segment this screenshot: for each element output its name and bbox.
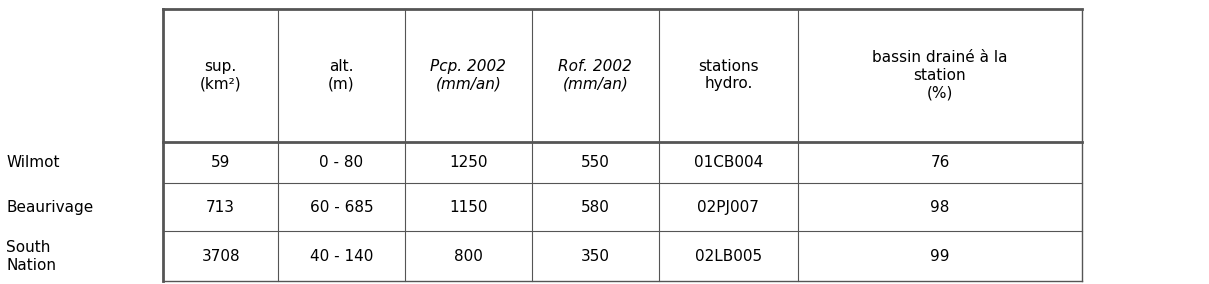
Text: South
Nation: South Nation [6, 240, 56, 273]
Text: 59: 59 [210, 155, 231, 170]
Text: bassin drainé à la
station
(%): bassin drainé à la station (%) [872, 50, 1008, 100]
Text: alt.
(m): alt. (m) [328, 59, 355, 91]
Text: 99: 99 [930, 249, 950, 264]
Text: Pcp. 2002
(mm/an): Pcp. 2002 (mm/an) [430, 59, 507, 91]
Text: 40 - 140: 40 - 140 [310, 249, 374, 264]
Text: 01CB004: 01CB004 [694, 155, 763, 170]
Text: 350: 350 [582, 249, 609, 264]
Text: sup.
(km²): sup. (km²) [199, 59, 242, 91]
Text: stations
hydro.: stations hydro. [698, 59, 759, 91]
Text: 1150: 1150 [450, 200, 487, 215]
Text: 3708: 3708 [202, 249, 239, 264]
Text: 76: 76 [930, 155, 950, 170]
Text: 0 - 80: 0 - 80 [319, 155, 364, 170]
Text: 02LB005: 02LB005 [695, 249, 762, 264]
Text: Beaurivage: Beaurivage [6, 200, 93, 215]
Text: 713: 713 [207, 200, 235, 215]
Text: 60 - 685: 60 - 685 [310, 200, 374, 215]
Text: 1250: 1250 [450, 155, 487, 170]
Text: 580: 580 [582, 200, 609, 215]
Text: Rof. 2002
(mm/an): Rof. 2002 (mm/an) [559, 59, 632, 91]
Text: 550: 550 [582, 155, 609, 170]
Text: 98: 98 [930, 200, 950, 215]
Text: 800: 800 [455, 249, 482, 264]
Text: 02PJ007: 02PJ007 [698, 200, 759, 215]
Text: Wilmot: Wilmot [6, 155, 59, 170]
